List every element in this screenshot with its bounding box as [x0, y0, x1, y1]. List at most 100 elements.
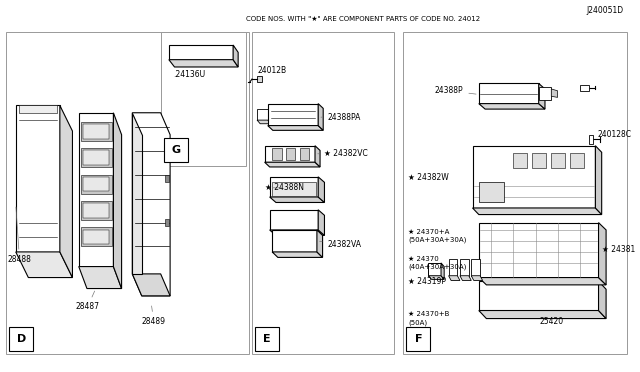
Text: D: D: [17, 334, 26, 344]
Polygon shape: [165, 219, 169, 226]
Polygon shape: [460, 276, 471, 280]
Bar: [252, 32, 394, 355]
Polygon shape: [479, 182, 504, 202]
Polygon shape: [83, 203, 109, 218]
Polygon shape: [570, 153, 584, 168]
Polygon shape: [113, 113, 122, 289]
Text: 24012B: 24012B: [257, 66, 286, 75]
Polygon shape: [16, 105, 60, 252]
Text: ★ 24382VC: ★ 24382VC: [318, 149, 368, 158]
Polygon shape: [551, 153, 565, 168]
Polygon shape: [269, 210, 318, 230]
Polygon shape: [598, 281, 606, 318]
Text: 24388PA: 24388PA: [321, 113, 361, 122]
Polygon shape: [532, 153, 546, 168]
Polygon shape: [471, 259, 480, 276]
Polygon shape: [479, 83, 539, 104]
Polygon shape: [79, 113, 113, 267]
Text: J240051D: J240051D: [587, 6, 624, 16]
Text: 240128C: 240128C: [597, 130, 631, 139]
Polygon shape: [269, 230, 324, 235]
Text: ․24136U: ․24136U: [173, 70, 205, 79]
Bar: [255, 327, 279, 351]
Polygon shape: [169, 60, 238, 67]
Polygon shape: [83, 124, 109, 139]
Polygon shape: [132, 274, 170, 296]
Polygon shape: [479, 311, 606, 318]
Text: 28489: 28489: [141, 306, 166, 326]
Text: 24388P: 24388P: [435, 86, 476, 95]
Polygon shape: [268, 104, 318, 126]
Polygon shape: [472, 208, 602, 215]
Polygon shape: [268, 126, 323, 130]
Polygon shape: [472, 146, 595, 208]
Polygon shape: [286, 148, 296, 160]
Polygon shape: [471, 276, 483, 280]
Polygon shape: [449, 276, 460, 280]
Text: CODE NOS. WITH "★" ARE COMPONENT PARTS OF CODE NO. 24012: CODE NOS. WITH "★" ARE COMPONENT PARTS O…: [246, 16, 480, 22]
Polygon shape: [81, 227, 111, 246]
Polygon shape: [83, 230, 109, 244]
Polygon shape: [83, 177, 109, 192]
Text: 25420: 25420: [540, 317, 563, 326]
Polygon shape: [264, 146, 315, 162]
Polygon shape: [264, 162, 320, 167]
Polygon shape: [513, 153, 527, 168]
Polygon shape: [317, 230, 323, 257]
Bar: [403, 32, 627, 355]
Text: ★ 24382W: ★ 24382W: [408, 173, 449, 182]
Polygon shape: [132, 113, 170, 296]
Text: 28488: 28488: [8, 207, 31, 264]
Text: ★ 24319P: ★ 24319P: [408, 277, 446, 286]
Polygon shape: [81, 148, 111, 167]
Polygon shape: [257, 120, 271, 124]
Polygon shape: [169, 45, 233, 60]
Polygon shape: [551, 89, 557, 97]
Polygon shape: [580, 85, 589, 91]
Text: F: F: [415, 334, 422, 344]
Text: ★ 24388N: ★ 24388N: [264, 183, 303, 192]
Text: 28487: 28487: [76, 291, 100, 311]
Polygon shape: [598, 222, 606, 285]
Polygon shape: [315, 146, 320, 167]
Polygon shape: [318, 210, 324, 235]
Polygon shape: [16, 252, 72, 278]
Polygon shape: [479, 104, 545, 109]
Text: E: E: [263, 334, 271, 344]
Polygon shape: [318, 104, 323, 130]
Bar: [6, 32, 249, 355]
Polygon shape: [81, 174, 111, 194]
Polygon shape: [272, 182, 316, 196]
Text: ★ 24370
(40A+30A+30A): ★ 24370 (40A+30A+30A): [408, 256, 467, 270]
Text: G: G: [172, 145, 180, 155]
Polygon shape: [428, 276, 444, 279]
Polygon shape: [300, 148, 309, 160]
Polygon shape: [272, 148, 282, 160]
Polygon shape: [132, 113, 141, 274]
Text: 24382VA: 24382VA: [319, 240, 362, 249]
Polygon shape: [479, 281, 598, 311]
Bar: [10, 327, 33, 351]
Polygon shape: [79, 267, 122, 289]
Polygon shape: [449, 259, 458, 276]
Text: ★ 24381: ★ 24381: [602, 244, 636, 253]
Text: ★ 24370+B
(50A): ★ 24370+B (50A): [408, 311, 450, 326]
Polygon shape: [233, 45, 238, 67]
Polygon shape: [269, 197, 324, 202]
Bar: [164, 138, 188, 162]
Polygon shape: [257, 109, 268, 120]
Polygon shape: [269, 177, 318, 197]
Polygon shape: [539, 83, 545, 109]
Polygon shape: [272, 252, 323, 257]
Bar: [406, 327, 430, 351]
Polygon shape: [165, 175, 169, 182]
Polygon shape: [595, 146, 602, 215]
Polygon shape: [428, 263, 441, 276]
Polygon shape: [272, 230, 317, 252]
Polygon shape: [81, 201, 111, 220]
Polygon shape: [479, 278, 606, 285]
Polygon shape: [257, 76, 262, 81]
Polygon shape: [460, 259, 468, 276]
Polygon shape: [60, 105, 72, 278]
Polygon shape: [479, 222, 598, 278]
